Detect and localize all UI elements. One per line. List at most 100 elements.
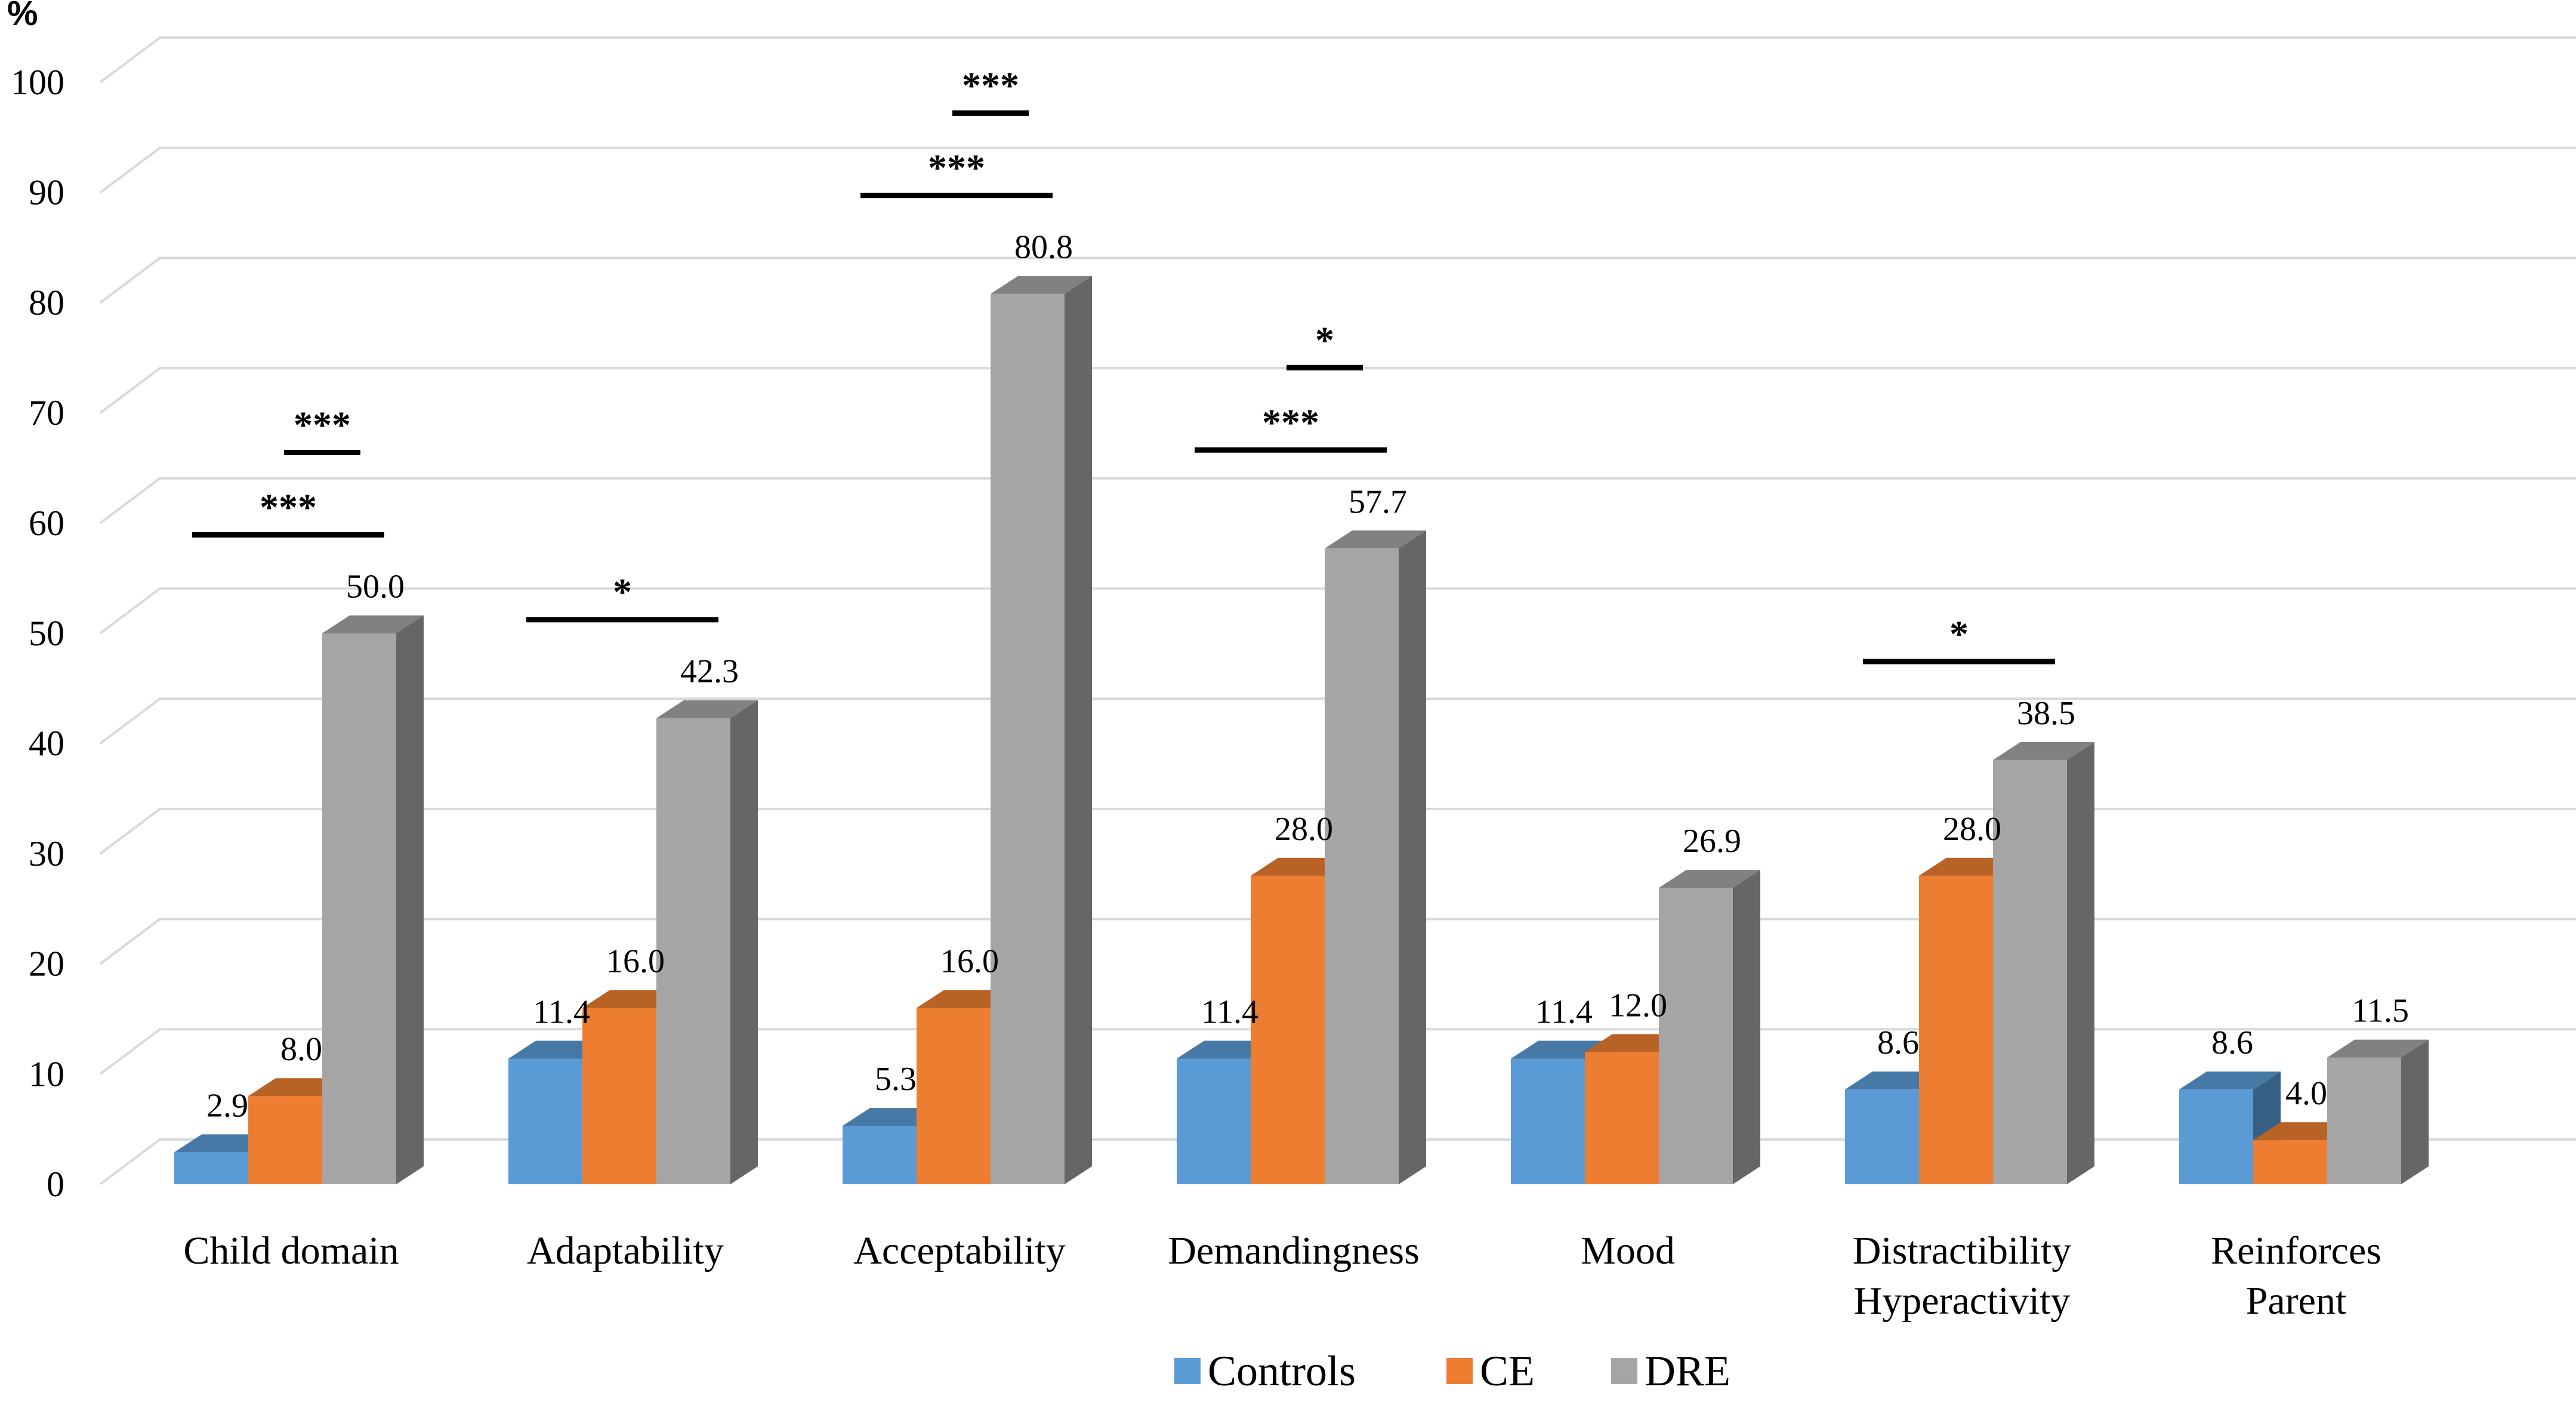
data-label: 11.4 [1201,993,1258,1030]
data-label: 4.0 [2285,1075,2327,1112]
y-axis-label: % [7,0,38,33]
bar-front [1919,875,1993,1184]
y-tick-label: 80 [29,283,64,322]
bar-front [1845,1089,1919,1184]
x-tick-label: Acceptability [853,1229,1066,1273]
data-label: 57.7 [1349,483,1407,520]
significance-label: * [1949,613,1969,655]
bar-side [730,700,758,1184]
bar-front [1993,759,2067,1184]
bar-side [1733,870,1760,1184]
gridline [99,1138,2576,1185]
x-tick-label: Parent [2246,1279,2347,1323]
bar-top [1993,742,2094,760]
bars [174,276,2429,1184]
bar-side [1399,530,1426,1184]
bar-dre-5 [1993,742,2094,1184]
bar-side [2067,742,2094,1184]
data-label: 42.3 [680,653,739,690]
x-axis-ticks: Child domain Adaptability Acceptability Dem… [183,1229,2381,1323]
bar-front [917,1008,991,1184]
gridline [99,587,2576,635]
data-label: 12.0 [1609,987,1667,1024]
bar-front [1659,888,1733,1184]
gridline [99,1028,2576,1075]
y-tick-label: 60 [29,504,64,543]
bar-front [2327,1057,2401,1184]
data-label: 2.9 [206,1087,248,1124]
x-tick-label: Distractibility [1853,1229,2072,1273]
data-label: 28.0 [1275,811,1333,848]
data-label: 28.0 [1943,811,2001,848]
legend-item-dre: DRE [1611,1347,1730,1395]
y-tick-label: 0 [47,1165,64,1204]
data-label: 11.5 [2352,993,2409,1030]
bar-front [1177,1058,1251,1184]
bar-front [322,633,396,1184]
x-tick-label: Child domain [183,1229,399,1273]
bar-dre-3 [1325,530,1426,1184]
bar-front [248,1096,322,1184]
bar-front [582,1008,656,1184]
gridline [99,807,2576,855]
y-tick-label: 70 [29,393,64,433]
bar-top [2179,1071,2281,1090]
significance-label: *** [260,486,317,529]
bar-front [1325,548,1399,1184]
legend-swatch [1446,1358,1473,1384]
bar-side [396,615,424,1184]
y-tick-label: 20 [29,944,64,984]
bar-top [1325,530,1426,549]
bar-front [1585,1052,1659,1184]
legend-swatch [1611,1358,1637,1384]
significance-label: *** [928,147,985,189]
y-tick-label: 50 [29,614,64,653]
bar-front [991,294,1065,1184]
bar-top [1659,870,1760,888]
x-tick-label: Mood [1581,1229,1675,1273]
x-tick-label: Reinforces [2211,1229,2381,1273]
gridline [99,697,2576,745]
bar-front [174,1152,248,1184]
bar-top [2327,1039,2429,1058]
significance-label: *** [294,404,351,446]
data-labels: 2.9 8.0 50.0 11.4 16.0 42.3 5.3 16.0 80.8 11.4 28.… [206,229,2409,1125]
x-tick-label: Demandingness [1168,1229,1420,1273]
data-label: 50.0 [346,569,405,606]
data-label: 5.3 [875,1061,917,1098]
legend-label: CE [1480,1347,1535,1395]
gridline [99,367,2576,414]
data-label: 8.6 [2211,1024,2253,1061]
gridline [99,257,2576,304]
data-label: 16.0 [606,943,665,980]
significance-label: * [613,571,632,613]
bar-front [656,718,730,1184]
significance-label: * [1315,319,1334,361]
bar-front [843,1126,917,1184]
bar-dre-4 [1659,870,1760,1184]
data-label: 11.4 [533,993,590,1030]
legend-item-ce: CE [1446,1347,1535,1395]
bar-front [1511,1058,1585,1184]
y-tick-label: 40 [29,724,64,763]
legend-label: DRE [1645,1347,1730,1395]
data-label: 38.5 [2017,695,2075,732]
significance-label: *** [1262,401,1319,443]
data-label: 26.9 [1683,823,1741,860]
bar-dre-0 [322,615,424,1184]
bar-dre-1 [656,700,758,1184]
bar-front [508,1058,582,1184]
legend-swatch [1174,1358,1201,1384]
bar-side [1065,276,1092,1184]
bar-front [2253,1140,2327,1184]
legend-item-controls: Controls [1174,1347,1356,1395]
significance-markers: ****************** [192,64,2055,665]
bar-top [322,615,424,634]
y-axis-ticks: 0 10 20 30 40 50 60 70 80 90 100 [11,63,64,1204]
bar-dre-6 [2327,1039,2429,1184]
grid-lines [99,36,2576,1185]
bar-front [2179,1089,2253,1184]
y-tick-label: 90 [29,173,64,212]
gridline [99,146,2576,194]
